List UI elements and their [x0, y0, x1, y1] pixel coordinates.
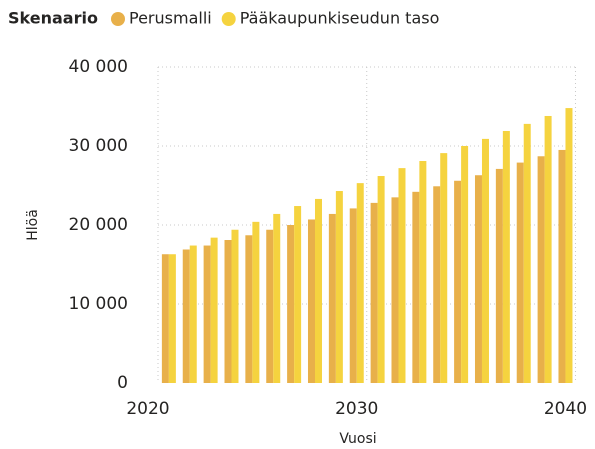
legend-label: Perusmalli: [129, 9, 212, 28]
x-tick-label: 2020: [126, 399, 169, 419]
bar: [203, 245, 211, 383]
x-tick-label: 2030: [335, 399, 378, 419]
bar: [273, 213, 281, 383]
bar: [266, 229, 274, 383]
bar: [391, 197, 399, 383]
legend-label: Pääkaupunkiseudun taso: [240, 9, 440, 28]
bar: [558, 149, 566, 383]
legend-marker: [111, 12, 125, 26]
bar: [377, 176, 385, 383]
bar: [335, 191, 343, 383]
bar: [224, 240, 232, 383]
x-axis-label: Vuosi: [339, 431, 376, 447]
bar: [245, 235, 253, 383]
bar: [565, 108, 573, 383]
bar: [189, 245, 197, 383]
bar: [231, 229, 239, 383]
legend-marker: [221, 12, 236, 26]
bar: [314, 198, 322, 383]
bar: [454, 180, 462, 383]
y-tick-label: 10 000: [69, 294, 128, 314]
bar: [495, 168, 503, 383]
x-tick-label: 2040: [544, 399, 587, 419]
bar: [474, 175, 482, 383]
bar: [349, 208, 357, 383]
bar: [433, 186, 441, 383]
bar: [161, 254, 169, 383]
bar: [461, 146, 469, 383]
bar: [537, 156, 545, 383]
bar: [287, 225, 295, 383]
bar: [412, 191, 420, 383]
bar: [440, 153, 448, 383]
bar: [419, 161, 427, 383]
bar: [210, 237, 218, 383]
bar: [544, 115, 552, 383]
bar: [307, 219, 315, 383]
bar: [502, 130, 510, 383]
y-tick-label: 20 000: [69, 215, 128, 235]
bar: [182, 249, 190, 383]
bar: [294, 206, 302, 383]
bar: [516, 162, 524, 383]
bar: [356, 183, 364, 383]
bar: [481, 138, 489, 383]
bar: [398, 168, 406, 383]
y-tick-label: 40 000: [69, 57, 128, 77]
bar: [168, 254, 176, 383]
y-tick-label: 0: [117, 373, 128, 393]
bar: [370, 202, 378, 383]
legend-title: Skenaario: [8, 9, 98, 28]
y-tick-label: 30 000: [69, 136, 128, 156]
bar: [523, 123, 531, 383]
bar: [252, 221, 260, 383]
bar: [328, 213, 336, 383]
y-axis-label: Hlöä: [25, 209, 41, 241]
